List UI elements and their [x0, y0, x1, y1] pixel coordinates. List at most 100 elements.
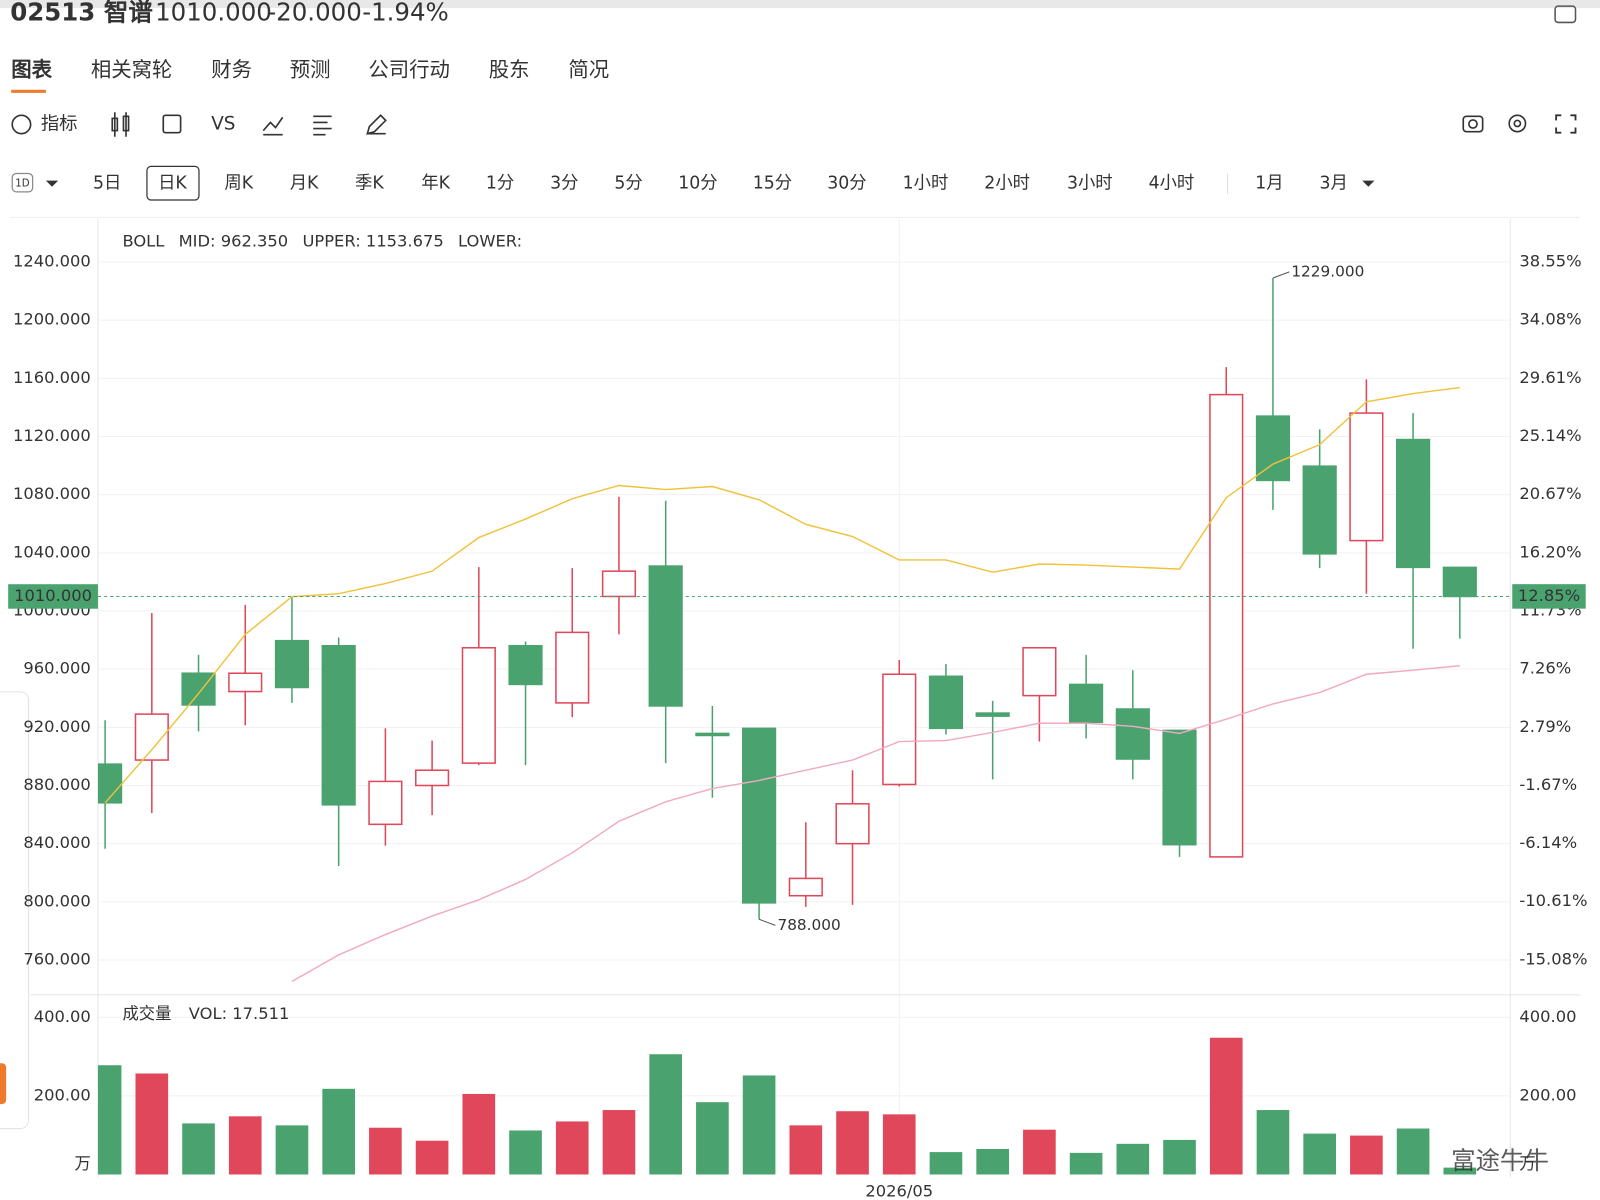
period[interactable]: 15分	[753, 174, 792, 194]
candle-body	[1115, 708, 1150, 760]
period[interactable]: 2小时	[984, 174, 1030, 194]
tab[interactable]: 相关窝轮	[91, 57, 173, 81]
y-tick-label: 1120.000	[13, 426, 91, 445]
period-icon-box[interactable]	[11, 172, 34, 193]
period[interactable]: 1小时	[903, 174, 949, 194]
list-icon[interactable]	[313, 115, 332, 136]
y-tick-label: 1200.000	[13, 310, 91, 329]
tab[interactable]: 图表	[11, 57, 52, 81]
period[interactable]: 1月	[1255, 174, 1283, 194]
y2-tick-label: 400.00	[1519, 1007, 1576, 1026]
tab[interactable]: 简况	[568, 57, 609, 81]
period[interactable]: 5日	[93, 174, 121, 194]
volume-bars	[97, 1037, 1477, 1175]
tab-underline	[11, 89, 46, 93]
y-tick-label: 1160.000	[13, 368, 91, 387]
volume-bar	[1023, 1129, 1056, 1175]
last-pct-badge	[1512, 584, 1586, 609]
y2-tick-label: -6.14%	[1519, 833, 1577, 852]
volume-bar	[322, 1088, 355, 1175]
indicator-button[interactable]: 指标	[41, 113, 78, 134]
period[interactable]: 30分	[827, 174, 866, 194]
boll-line	[104, 386, 1460, 804]
y-tick-label: 880.000	[23, 775, 90, 794]
box-icon[interactable]	[162, 114, 182, 134]
last-pct-label: 12.85%	[1518, 586, 1580, 605]
exit-icon[interactable]	[1554, 5, 1577, 24]
volume-bar	[275, 1125, 309, 1175]
y2-tick-label: -10.61%	[1519, 891, 1587, 910]
period[interactable]: 10分	[678, 174, 717, 194]
last-price-badge	[8, 584, 98, 609]
camera-icon[interactable]	[1462, 115, 1484, 133]
volume-bar	[742, 1075, 776, 1175]
indicator-icon[interactable]	[11, 114, 32, 135]
draw-icon[interactable]	[262, 116, 284, 136]
dropdown-arrow[interactable]	[45, 180, 59, 187]
period[interactable]: 月K	[290, 174, 319, 194]
fullscreen-icon[interactable]	[1555, 114, 1577, 134]
tab[interactable]: 预测	[290, 57, 331, 81]
change: -20.000	[267, 0, 361, 26]
tab[interactable]: 公司行动	[368, 57, 450, 81]
x-tick-label: 2026/05	[865, 1181, 933, 1200]
candle-icon[interactable]	[111, 112, 130, 137]
volume-bar	[929, 1152, 963, 1175]
candle-body	[1349, 412, 1384, 542]
y2-tick-label: 16.20%	[1519, 542, 1581, 561]
volume-bar	[789, 1125, 823, 1175]
candle-body	[1162, 729, 1197, 846]
y2-tick-label: 38.55%	[1519, 251, 1581, 270]
volume-bar	[415, 1140, 449, 1175]
period[interactable]: 4小时	[1149, 174, 1195, 194]
period[interactable]: 季K	[355, 174, 384, 194]
volume-bar	[462, 1093, 496, 1175]
y-tick-label: 960.000	[23, 659, 90, 678]
volume-bar	[369, 1127, 402, 1175]
y-tick-label: 1080.000	[13, 484, 91, 503]
tab[interactable]: 财务	[211, 57, 252, 81]
y-tick-label: 920.000	[23, 717, 90, 736]
compare-button[interactable]: VS	[211, 113, 235, 134]
period[interactable]: 3月	[1319, 174, 1347, 194]
volume-bar	[135, 1073, 169, 1175]
volume-bar	[1303, 1133, 1336, 1175]
period-icon[interactable]: 1D	[15, 179, 29, 190]
period[interactable]: 日K	[158, 174, 187, 194]
volume-bar	[182, 1123, 215, 1175]
annotation-leader	[1272, 271, 1290, 279]
volume-bar	[228, 1116, 262, 1175]
period[interactable]: 1分	[486, 174, 514, 194]
volume-unit: 万	[1519, 1154, 1535, 1173]
side-panel[interactable]	[0, 691, 30, 1130]
period[interactable]: 3小时	[1067, 174, 1113, 194]
period[interactable]: 周K	[224, 174, 253, 194]
volume-bar	[976, 1148, 1009, 1175]
volume-bar	[1069, 1152, 1103, 1175]
y2-tick-label: 20.67%	[1519, 484, 1581, 503]
pen-icon[interactable]	[366, 114, 387, 135]
settings-icon[interactable]	[1508, 114, 1527, 133]
candle-body	[368, 780, 403, 826]
legend-item: LOWER:	[458, 231, 522, 250]
y-tick-label: 1240.000	[13, 251, 91, 270]
legend-item: MID: 962.350	[179, 231, 289, 250]
change-pct: -1.94%	[362, 0, 449, 26]
candle-body	[601, 570, 637, 598]
volume-bar	[882, 1114, 916, 1175]
side-tab[interactable]	[0, 1063, 7, 1105]
period[interactable]: 5分	[614, 174, 642, 194]
candle-body	[882, 673, 917, 786]
dropdown-arrow[interactable]	[1362, 180, 1375, 187]
symbol: 02513 智谱	[10, 0, 153, 26]
period-selected	[146, 165, 200, 201]
y-tick-label: 400.00	[34, 1007, 91, 1026]
y-tick-label: 840.000	[23, 833, 90, 852]
period[interactable]: 年K	[421, 174, 450, 194]
tab[interactable]: 股东	[489, 57, 530, 81]
period[interactable]: 3分	[550, 174, 578, 194]
volume-bar	[555, 1121, 589, 1175]
candle-body	[274, 639, 310, 689]
volume-bar	[1443, 1167, 1477, 1175]
candle-body	[1442, 566, 1477, 598]
